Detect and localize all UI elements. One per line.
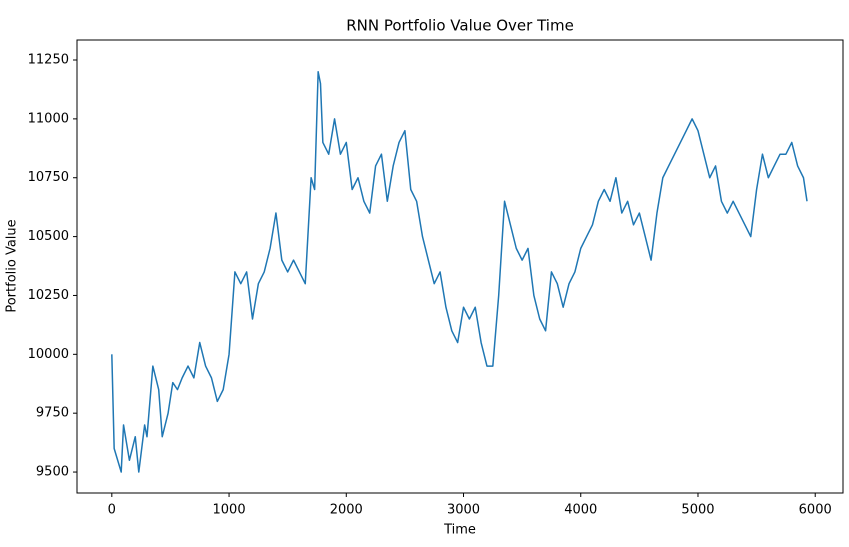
x-tick-label: 6000 <box>799 503 832 518</box>
y-tick-label: 9750 <box>36 406 69 421</box>
x-tick-label: 0 <box>108 503 116 518</box>
y-tick-label: 10250 <box>28 288 69 303</box>
y-tick-label: 9500 <box>36 465 69 480</box>
data-line <box>111 71 808 473</box>
chart-title: RNN Portfolio Value Over Time <box>346 17 574 35</box>
x-tick-label: 1000 <box>213 503 246 518</box>
x-tick-label: 3000 <box>447 503 480 518</box>
y-tick-label: 11000 <box>28 111 69 126</box>
x-tick-label: 5000 <box>681 503 714 518</box>
y-tick-label: 10750 <box>28 170 69 185</box>
y-axis-label: Portfolio Value <box>5 219 20 312</box>
x-tick-label: 4000 <box>564 503 597 518</box>
x-tick-label: 2000 <box>330 503 363 518</box>
y-tick-label: 11250 <box>28 53 69 68</box>
plot-frame <box>76 39 844 494</box>
y-tick-label: 10000 <box>28 347 69 362</box>
x-axis-label: Time <box>443 523 476 538</box>
y-tick-label: 10500 <box>28 229 69 244</box>
